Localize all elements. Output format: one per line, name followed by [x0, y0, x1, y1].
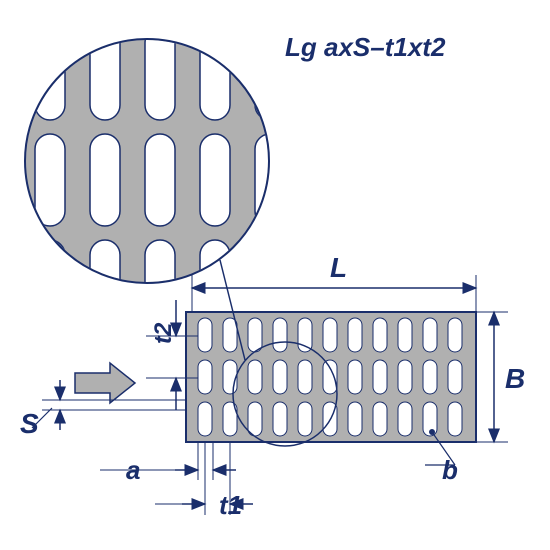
dimension-B	[476, 312, 508, 442]
sheet-slot	[273, 402, 287, 436]
sheet-slot	[398, 360, 412, 394]
sheet-slot	[198, 318, 212, 352]
sheet-slot	[448, 402, 462, 436]
sheet-slot	[198, 360, 212, 394]
dimension-a	[100, 442, 236, 480]
sheet-slot	[273, 360, 287, 394]
diagram-svg	[0, 0, 550, 550]
direction-arrow	[75, 363, 135, 403]
label-L: L	[330, 252, 347, 284]
sheet-slot	[423, 360, 437, 394]
label-t1: t1	[219, 490, 242, 521]
magnifier-slot	[90, 134, 120, 226]
magnifier-slot	[145, 240, 175, 332]
magnifier-slot	[200, 28, 230, 120]
sheet-slot	[298, 360, 312, 394]
sheet-slot	[248, 318, 262, 352]
magnifier-slot	[200, 134, 230, 226]
magnifier-slot	[35, 240, 65, 332]
sheet-slot	[373, 360, 387, 394]
magnifier-slot	[90, 240, 120, 332]
magnifier-slot	[90, 28, 120, 120]
label-b: b	[442, 455, 458, 486]
sheet-slot	[298, 402, 312, 436]
sheet-slot	[398, 318, 412, 352]
magnifier-slot	[35, 134, 65, 226]
sheet-slot	[448, 318, 462, 352]
sheet-slot	[273, 318, 287, 352]
magnifier-slot	[255, 134, 285, 226]
sheet-slot	[373, 318, 387, 352]
sheet-slot	[348, 402, 362, 436]
label-B: B	[505, 363, 525, 395]
sheet-slot	[348, 360, 362, 394]
label-a: a	[126, 455, 140, 486]
magnifier-slot	[255, 28, 285, 120]
sheet-slot	[223, 360, 237, 394]
perforated-sheet	[186, 312, 476, 442]
sheet-slot	[373, 402, 387, 436]
sheet-slot	[348, 318, 362, 352]
magnifier-slot	[145, 134, 175, 226]
sheet-slot	[298, 318, 312, 352]
sheet-slot	[423, 318, 437, 352]
label-t2: t2	[150, 323, 178, 344]
sheet-slot	[223, 318, 237, 352]
diagram-container: Lg axS–t1xt2	[0, 0, 550, 550]
sheet-slot	[323, 318, 337, 352]
sheet-slot	[248, 402, 262, 436]
magnifier	[25, 28, 285, 332]
sheet-slot	[248, 360, 262, 394]
sheet-slot	[398, 402, 412, 436]
label-S: S	[20, 408, 39, 440]
sheet-slot	[448, 360, 462, 394]
sheet-slot	[198, 402, 212, 436]
